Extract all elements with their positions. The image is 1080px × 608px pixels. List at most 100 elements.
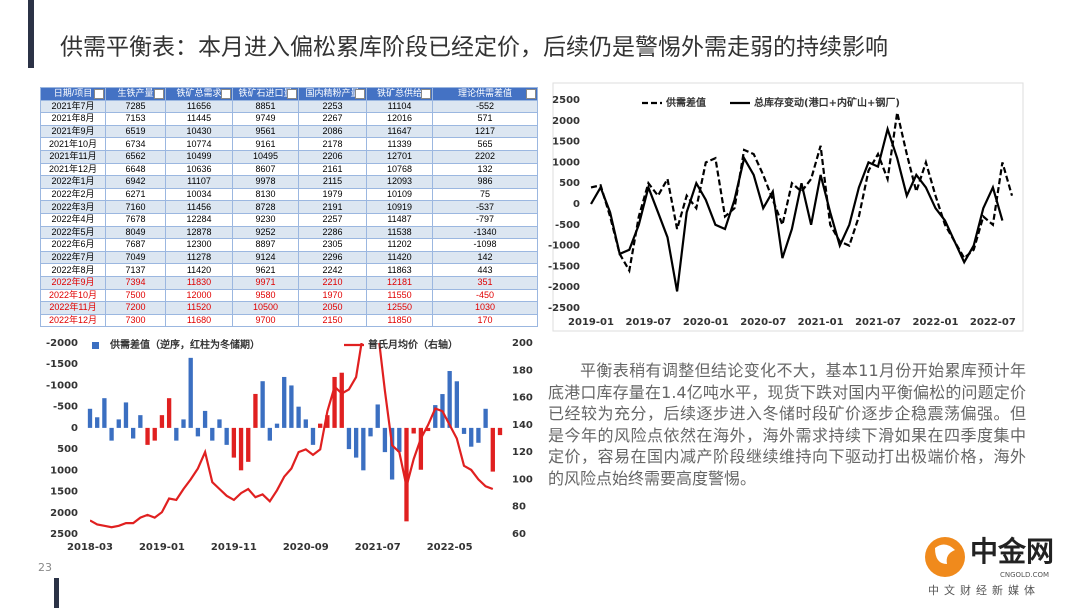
table-cell: 11339: [366, 137, 433, 151]
table-cell: 8049: [105, 225, 166, 240]
table-cell: 11647: [366, 124, 433, 139]
column-header: 铁矿石进口量: [232, 87, 299, 101]
x-tick-label: 2022-01: [913, 317, 959, 328]
y2-tick-label: 120: [512, 447, 533, 458]
table-row: 2021年11月 6562 10499 10495 2206 12701 2202: [40, 149, 538, 164]
table-cell: 12000: [165, 288, 233, 303]
table-cell: 8897: [232, 238, 299, 252]
bar: [195, 427, 201, 437]
table-cell: 9230: [232, 212, 299, 227]
y-tick-label: -1500: [46, 359, 78, 370]
bar: [375, 404, 380, 428]
page-number: 23: [38, 561, 52, 574]
table-cell: 2022年10月: [40, 288, 106, 303]
table-cell: 2206: [298, 149, 367, 164]
table-cell: 8130: [232, 187, 299, 202]
table-cell: 2191: [298, 200, 367, 214]
y-tick-label: -1000: [548, 241, 580, 252]
bar: [433, 405, 438, 428]
table-cell: 11538: [366, 225, 433, 240]
table-cell: 2257: [298, 212, 367, 227]
table-cell: 2021年7月: [40, 99, 106, 114]
bar: [389, 427, 395, 480]
table-cell: 6942: [105, 175, 166, 189]
y-tick-label: 1000: [50, 465, 78, 476]
table-cell: 12093: [366, 175, 433, 189]
bar: [87, 408, 93, 428]
table-row: 2021年7月 7285 11656 8851 2253 11104 -552: [40, 99, 538, 114]
legend-label: 供需差值: [665, 96, 706, 109]
table-cell: 565: [432, 137, 538, 151]
bar: [109, 427, 114, 441]
table-row: 2022年9月 7394 11830 9971 2210 12181 351: [40, 275, 538, 290]
x-tick-label: 2020-09: [283, 542, 329, 553]
bar: [332, 376, 337, 428]
x-tick-label: 2019-01: [568, 317, 614, 328]
table-cell: 11680: [165, 313, 233, 328]
table-cell: 6562: [105, 149, 166, 164]
table-cell: 7394: [105, 275, 166, 290]
table-cell: 11850: [366, 313, 433, 328]
bar: [368, 427, 373, 437]
table-cell: 11107: [165, 175, 233, 189]
table-cell: 7049: [105, 250, 166, 265]
bar: [289, 385, 294, 428]
accent-bar: [54, 578, 59, 608]
x-tick-label: 2021-01: [798, 317, 844, 328]
x-tick-label: 2019-01: [139, 542, 185, 553]
bar: [353, 427, 359, 458]
column-header: 理论供需差值: [432, 87, 538, 101]
y-tick-label: 0: [573, 199, 580, 210]
bar: [411, 427, 416, 434]
table-cell: 9621: [232, 263, 299, 277]
bar: [461, 427, 467, 434]
table-row: 2022年10月 7500 12000 9580 1970 11550 -450: [40, 288, 538, 303]
table-cell: 11520: [165, 301, 233, 315]
table-cell: 571: [432, 112, 538, 126]
table-cell: 2021年12月: [40, 162, 106, 177]
table-cell: 2242: [298, 263, 367, 277]
x-tick-label: 2020-01: [683, 317, 729, 328]
table-cell: 12550: [366, 301, 433, 315]
table-cell: -552: [432, 99, 538, 114]
table-cell: 9161: [232, 137, 299, 151]
bar: [166, 398, 172, 428]
bar: [476, 427, 481, 443]
bar: [483, 408, 488, 428]
x-tick-label: 2022-07: [970, 317, 1016, 328]
y2-tick-label: 100: [512, 474, 533, 485]
table-cell: 1217: [432, 124, 538, 139]
x-tick-label: 2019-07: [625, 317, 671, 328]
column-header: 日期/项目: [40, 87, 106, 101]
table-row: 2021年12月 6648 10636 8607 2161 10768 132: [40, 162, 538, 177]
table-cell: 6519: [105, 124, 166, 139]
y-tick-label: -500: [53, 402, 78, 413]
x-tick-label: 2021-07: [855, 317, 901, 328]
analysis-text: 平衡表稍有调整但结论变化不大，基本11月份开始累库预计年底港口库存量在1.4亿吨…: [548, 361, 1026, 488]
bar: [469, 427, 474, 447]
table-cell: 12016: [366, 112, 433, 126]
table-cell: 1970: [298, 288, 367, 303]
table-cell: 10034: [165, 187, 233, 202]
table-cell: 7153: [105, 112, 166, 126]
x-tick-label: 2019-11: [211, 542, 257, 553]
slide-title: 供需平衡表：本月进入偏松累库阶段已经定价，后续仍是警惕外需走弱的持续影响: [60, 35, 888, 61]
x-tick-label: 2020-07: [740, 317, 786, 328]
y-tick-label: 2000: [552, 116, 580, 127]
column-header: 国内精粉产量: [298, 87, 367, 101]
table-cell: 11420: [366, 250, 433, 265]
table-cell: 2305: [298, 238, 367, 252]
legend-label: 普氏月均价（右轴）: [368, 338, 458, 351]
table-cell: 12701: [366, 149, 433, 164]
table-cell: 6648: [105, 162, 166, 177]
table-cell: 9971: [232, 275, 299, 290]
table-cell: 9580: [232, 288, 299, 303]
table-cell: 12181: [366, 275, 433, 290]
table-cell: 2022年5月: [40, 225, 106, 240]
y-tick-label: 2000: [50, 508, 78, 519]
y-tick-label: -2500: [548, 303, 580, 314]
bar: [274, 423, 280, 428]
table-row: 2022年8月 7137 11420 9621 2242 11863 443: [40, 263, 538, 277]
